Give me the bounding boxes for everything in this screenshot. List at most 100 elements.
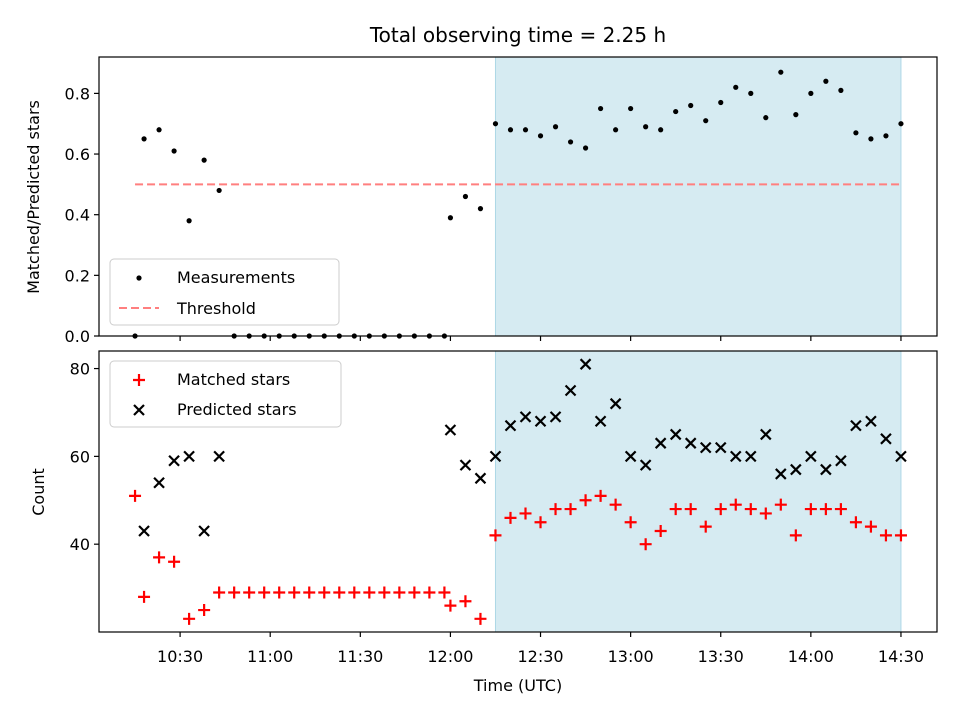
matched-star-point <box>579 494 592 507</box>
predicted-star-point <box>654 437 667 449</box>
matched-star-point <box>363 586 376 599</box>
measurement-point <box>808 90 814 96</box>
matched-star-point <box>153 551 166 564</box>
matched-star-point <box>534 516 547 529</box>
matched-star-point <box>333 586 346 599</box>
predicted-star-point <box>850 419 862 432</box>
measurement-point <box>793 112 799 118</box>
measurement-point <box>186 218 192 224</box>
matched-star-point <box>303 586 316 599</box>
matched-star-point <box>138 590 151 603</box>
top-plot-frame <box>98 56 938 337</box>
matched-star-point <box>348 586 361 599</box>
matched-star-point <box>639 538 652 551</box>
predicted-star-point <box>805 450 817 463</box>
x-tick-label: 12:00 <box>427 647 473 666</box>
x-tick-label: 12:30 <box>517 647 563 666</box>
predicted-star-point <box>699 441 712 454</box>
measurement-point <box>838 87 844 93</box>
predicted-star-point <box>865 415 877 428</box>
top-x-axis <box>179 336 902 341</box>
predicted-star-point <box>474 472 487 485</box>
top-panel: 0.00.20.40.60.8 Matched/Predicted stars … <box>24 56 938 346</box>
matched-star-point <box>744 503 757 516</box>
measurement-point <box>522 127 529 133</box>
measurement-point <box>552 124 559 130</box>
bottom-shaded-region <box>494 350 902 633</box>
measurement-point <box>658 127 664 133</box>
x-tick-label: 11:00 <box>247 647 293 666</box>
measurement-point <box>688 102 694 109</box>
matched-star-point <box>288 586 301 599</box>
matched-star-point <box>594 489 607 502</box>
matched-star-point <box>714 503 727 516</box>
predicted-star-point <box>594 415 607 428</box>
matched-star-point <box>489 529 502 542</box>
top-y-tick-label: 0.8 <box>65 84 90 103</box>
predicted-star-point <box>775 468 787 480</box>
matched-star-point <box>804 503 817 516</box>
predicted-star-point <box>760 428 772 441</box>
predicted-star-point <box>489 450 502 463</box>
predicted-star-point <box>534 415 547 428</box>
top-legend: Measurements Threshold <box>109 258 340 326</box>
top-y-tick-label: 0.6 <box>65 145 90 164</box>
predicted-star-point <box>549 411 562 423</box>
x-tick-label: 13:00 <box>608 647 654 666</box>
matched-star-point <box>879 529 892 542</box>
measurement-point <box>628 105 634 112</box>
bottom-y-axis-label: Count <box>29 468 48 516</box>
measurement-point <box>823 78 829 84</box>
matched-star-point <box>624 516 637 529</box>
predicted-star-point <box>835 454 847 467</box>
measurement-point <box>763 115 769 121</box>
predicted-star-point <box>213 450 225 463</box>
predicted-star-point <box>564 384 577 397</box>
bottom-y-tick-label: 60 <box>70 447 90 466</box>
predicted-star-point <box>168 454 180 467</box>
predicted-star-point <box>183 450 195 463</box>
measurement-point <box>156 127 162 133</box>
measurement-point <box>898 121 904 127</box>
matched-star-point <box>654 525 667 538</box>
matched-star-point <box>459 595 472 608</box>
matched-star-point <box>318 586 331 599</box>
legend-predicted-marker <box>133 404 145 416</box>
matched-star-point <box>729 498 742 511</box>
matched-star-point <box>213 586 226 599</box>
predicted-star-point <box>880 433 892 445</box>
measurement-point <box>216 187 222 194</box>
measurement-point <box>447 215 454 221</box>
predicted-star-point <box>639 459 652 471</box>
legend-measurements-marker <box>136 275 142 281</box>
predicted-star-point <box>669 428 682 441</box>
top-shaded-region <box>494 56 902 337</box>
x-tick-label: 14:30 <box>878 647 924 666</box>
matched-star-point <box>849 516 862 529</box>
matched-star-point <box>129 489 142 502</box>
bottom-panel: 40 60 80 10:30 11:00 11:30 12:00 12:30 13:00 13:… <box>29 350 938 695</box>
bottom-y-axis: 40 60 80 <box>70 360 99 554</box>
measurement-point <box>673 108 679 115</box>
matched-star-point <box>258 586 271 599</box>
matched-star-point <box>669 503 682 516</box>
x-tick-label: 10:30 <box>157 647 203 666</box>
predicted-star-point <box>895 450 907 463</box>
predicted-star-point <box>729 450 742 463</box>
measurement-point <box>201 157 207 163</box>
measurement-point <box>613 127 619 133</box>
measurement-point <box>462 193 469 200</box>
matched-star-point <box>819 503 832 516</box>
measurement-point <box>703 118 709 124</box>
measurement-point <box>597 105 604 112</box>
legend-threshold-label: Threshold <box>176 299 256 318</box>
measurement-point <box>477 206 484 212</box>
bottom-y-tick-label: 80 <box>70 360 90 379</box>
measurement-point <box>883 133 889 139</box>
measurement-point <box>507 127 514 133</box>
predicted-star-point <box>459 459 472 471</box>
matched-star-point <box>519 507 532 520</box>
matched-star-point <box>168 555 181 568</box>
top-y-axis: 0.0 0.2 0.4 0.6 0.8 <box>65 84 99 346</box>
top-legend-box <box>109 258 340 326</box>
